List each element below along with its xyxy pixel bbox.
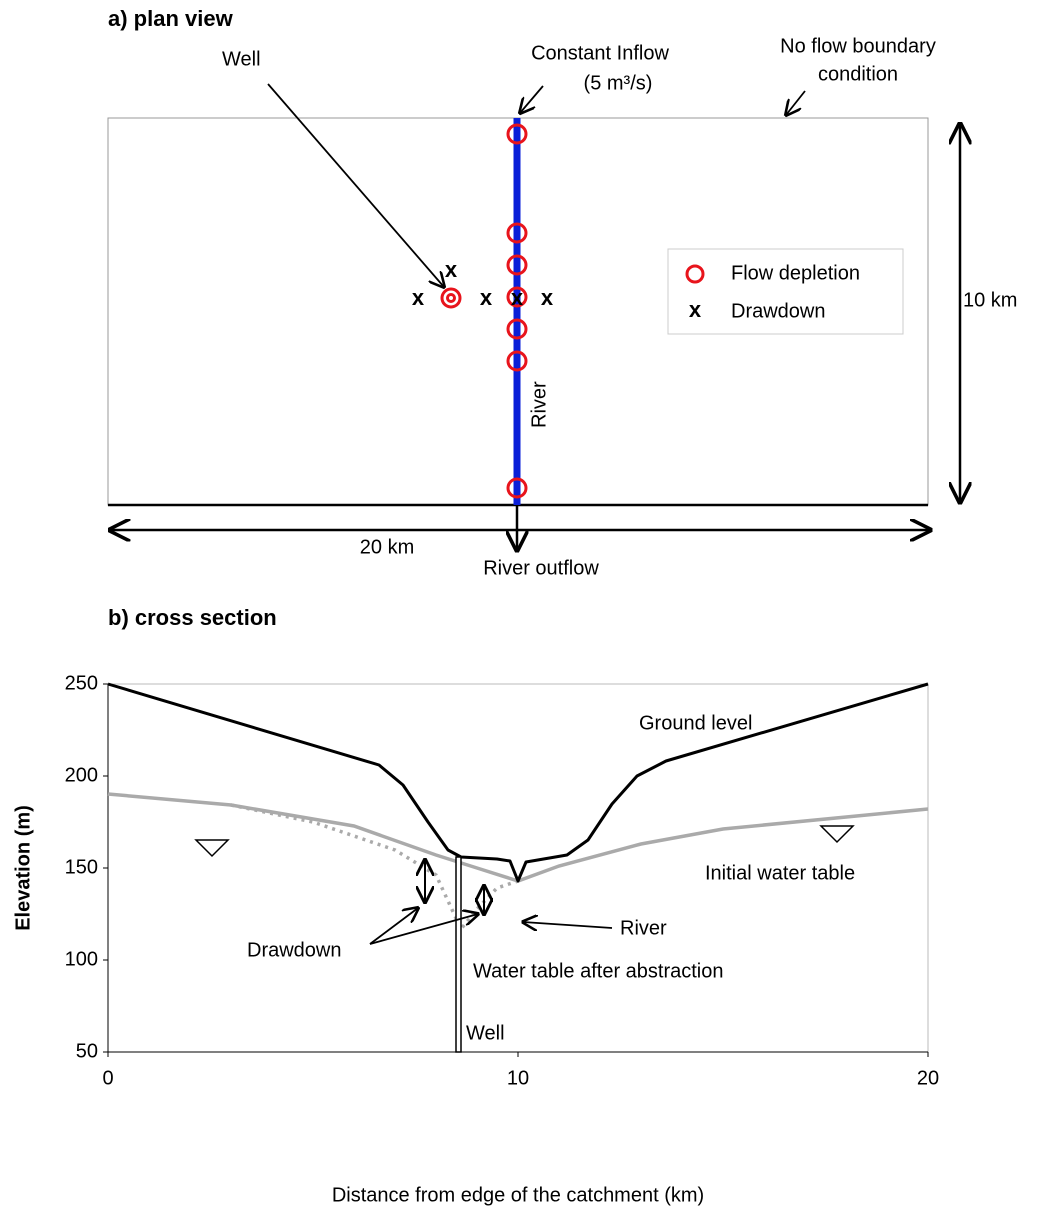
panel-title: a) plan view bbox=[108, 6, 234, 31]
water-symbol bbox=[819, 825, 855, 844]
depletion-points bbox=[440, 123, 528, 499]
x-tick-label: 10 bbox=[507, 1067, 529, 1089]
x-marker: x bbox=[480, 285, 493, 310]
x-marker: x bbox=[445, 257, 458, 282]
arrow bbox=[786, 90, 806, 115]
arrow bbox=[523, 922, 613, 928]
arrow bbox=[520, 85, 544, 113]
river-label: River bbox=[528, 381, 550, 428]
river-label: River bbox=[620, 917, 667, 939]
well-label: Well bbox=[222, 48, 261, 70]
boundary-label: condition bbox=[818, 63, 898, 85]
height-label: 10 km bbox=[963, 289, 1017, 311]
x-marker: x bbox=[412, 285, 425, 310]
y-tick-label: 250 bbox=[65, 672, 98, 694]
inflow-label: Constant Inflow bbox=[531, 42, 669, 64]
inflow-rate: (5 m³/s) bbox=[584, 72, 653, 94]
y-tick-label: 50 bbox=[76, 1040, 98, 1062]
ground-label: Ground level bbox=[639, 712, 752, 734]
ticks: 0 10 20 50 100 150 200 250 bbox=[65, 672, 940, 1089]
legend bbox=[667, 248, 904, 335]
x-tick-label: 20 bbox=[917, 1067, 939, 1089]
legend-symbol bbox=[685, 264, 705, 284]
panel-title: b) cross section bbox=[108, 605, 277, 630]
plot-area bbox=[107, 683, 929, 1053]
ground-level bbox=[107, 682, 929, 883]
arrow bbox=[267, 83, 444, 287]
width-label: 20 km bbox=[360, 536, 414, 558]
well bbox=[455, 856, 462, 1053]
initial-water-table bbox=[107, 792, 929, 883]
drawdown-markers: x x x x x bbox=[412, 257, 554, 310]
outflow-label: River outflow bbox=[483, 557, 599, 579]
legend-label: Drawdown bbox=[731, 300, 825, 322]
arrow bbox=[369, 908, 418, 945]
x-marker: x bbox=[511, 285, 524, 310]
boundary-label: No flow boundary bbox=[780, 35, 936, 57]
x-tick-label: 0 bbox=[102, 1067, 113, 1089]
y-tick-label: 150 bbox=[65, 856, 98, 878]
legend-symbol: x bbox=[689, 297, 702, 322]
initial-label: Initial water table bbox=[705, 862, 855, 884]
water-table-after bbox=[230, 803, 519, 933]
y-tick-label: 200 bbox=[65, 764, 98, 786]
water-symbol bbox=[194, 839, 230, 858]
x-marker: x bbox=[541, 285, 554, 310]
arrow bbox=[369, 914, 478, 945]
drawdown-label: Drawdown bbox=[247, 939, 341, 961]
legend-label: Flow depletion bbox=[731, 262, 860, 284]
after-label: Water table after abstraction bbox=[473, 960, 724, 982]
well-label: Well bbox=[466, 1022, 505, 1044]
y-axis-label: Elevation (m) bbox=[12, 805, 34, 931]
x-axis-label: Distance from edge of the catchment (km) bbox=[332, 1184, 704, 1206]
y-tick-label: 100 bbox=[65, 948, 98, 970]
